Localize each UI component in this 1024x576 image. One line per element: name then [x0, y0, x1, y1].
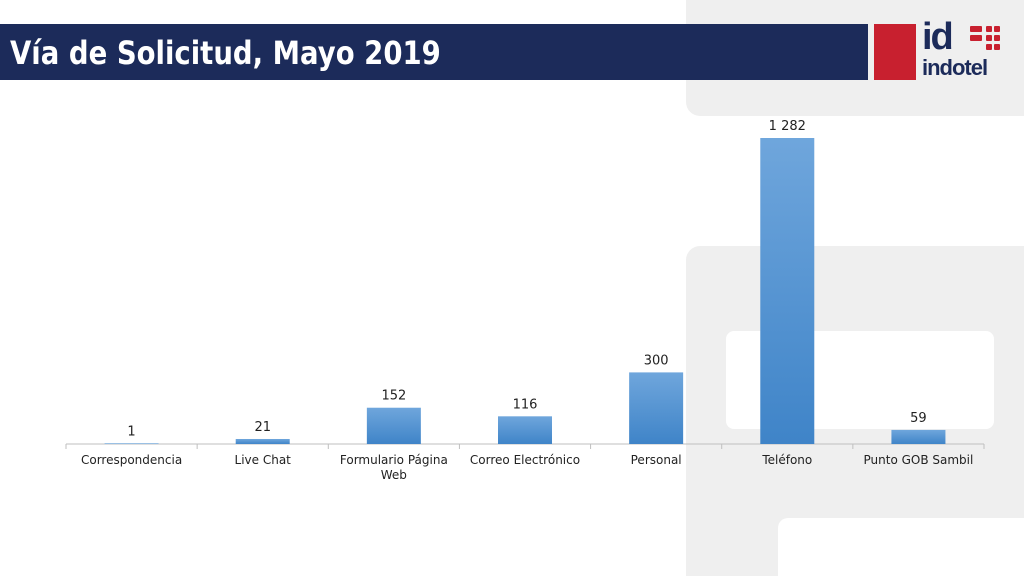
category-label-3: Correo Electrónico — [470, 453, 580, 467]
category-label-2: Formulario Página Web — [340, 453, 448, 482]
data-label-6: 59 — [910, 411, 927, 426]
data-label-3: 116 — [513, 397, 538, 412]
category-label-6: Punto GOB Sambil — [864, 453, 974, 467]
bar-4 — [629, 372, 684, 444]
bar-5 — [760, 138, 815, 444]
slide-title: Vía de Solicitud, Mayo 2019 — [10, 34, 441, 72]
data-label-5: 1 282 — [769, 119, 806, 134]
category-label-1: Live Chat — [235, 453, 292, 467]
logo-name: indotel — [922, 55, 988, 80]
data-label-0: 1 — [127, 424, 135, 439]
data-label-1: 21 — [254, 420, 271, 435]
category-label-4: Personal — [631, 453, 682, 467]
logo-red-block — [874, 24, 916, 80]
bar-2 — [366, 407, 421, 444]
data-label-2: 152 — [381, 389, 406, 404]
category-label-5: Teléfono — [761, 453, 812, 467]
title-bar: Vía de Solicitud, Mayo 2019 — [0, 24, 868, 80]
category-label-0: Correspondencia — [81, 453, 182, 467]
logo-grid-icon — [970, 26, 1000, 52]
bar-3 — [498, 416, 552, 444]
bar-6 — [891, 429, 946, 444]
data-label-4: 300 — [644, 353, 669, 368]
bar-1 — [235, 438, 290, 444]
indotel-logo: id indotel — [922, 16, 1006, 84]
background-white-bottom — [778, 518, 1024, 576]
logo-mark: id — [922, 16, 954, 58]
bar-0 — [104, 443, 159, 444]
